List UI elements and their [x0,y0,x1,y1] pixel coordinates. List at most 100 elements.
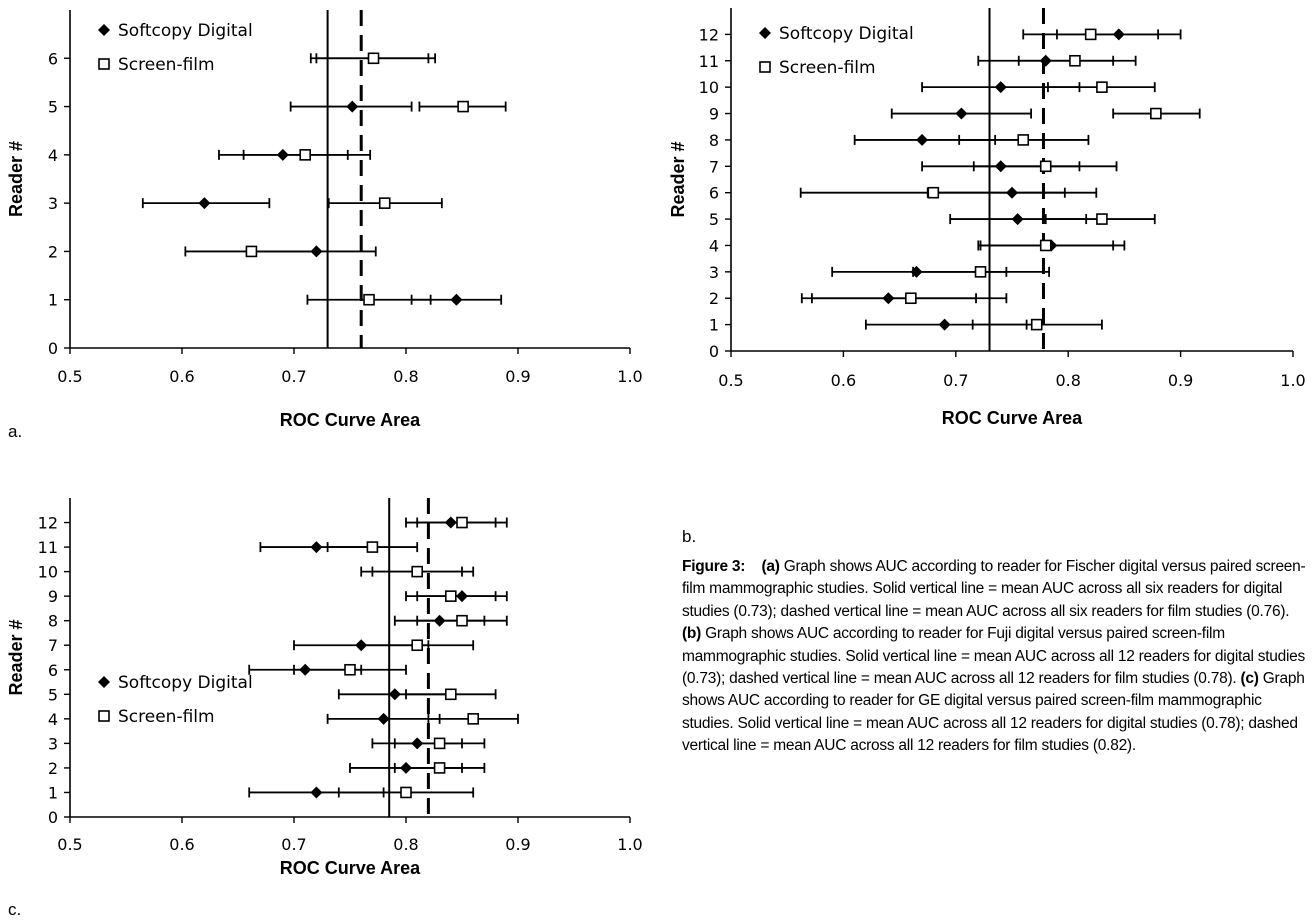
data-point-digital [198,197,211,210]
data-point-film [245,245,258,258]
y-tick-label: 9 [48,587,58,606]
legend-label-film: Screen-film [118,55,215,75]
data-point-film [456,516,468,529]
legend-label-film: Screen-film [779,58,876,78]
data-point-film [1084,28,1097,41]
legend-marker-digital [759,27,771,39]
caption-part-b-label: (b) [682,625,702,643]
y-tick-label: 9 [709,105,719,124]
data-point-film [1096,213,1108,225]
y-tick-label: 12 [699,25,719,44]
data-point-film [411,639,424,652]
caption-part-c-label: (c) [1240,670,1259,688]
legend-marker-film [759,61,771,73]
data-point-digital [310,786,323,799]
data-point-film [378,197,391,209]
legend-marker-film [98,58,110,70]
y-tick-label: 7 [48,636,58,655]
data-point-digital [377,712,390,725]
data-point-film [411,565,424,578]
x-tick-label: 0.7 [281,367,306,386]
data-point-film [456,614,468,627]
data-point-digital [916,133,929,146]
data-point-film [299,149,312,161]
y-tick-label: 5 [709,210,719,229]
caption-part-a-text: Graph shows AUC according to reader for … [682,558,1306,620]
data-point-film [366,541,379,553]
y-tick-label: 10 [699,78,719,97]
x-tick-label: 0.7 [281,835,306,854]
x-tick-label: 1.0 [1280,371,1305,390]
legend-label-digital: Softcopy Digital [118,673,253,693]
data-point-film [1030,318,1043,331]
data-point-digital [346,100,359,113]
y-tick-label: 11 [38,538,58,557]
figure-label: Figure 3: [682,558,746,575]
data-point-film [1017,134,1030,146]
x-tick-label: 0.8 [1055,371,1080,390]
x-tick-label: 1.0 [617,835,642,854]
legend-marker-film [98,710,110,722]
data-point-film [974,266,987,278]
x-tick-label: 0.6 [169,835,194,854]
x-axis-title: ROC Curve Area [280,410,421,430]
x-tick-label: 0.7 [943,371,968,390]
data-point-film [457,100,469,113]
data-point-film [1069,54,1081,67]
data-point-film [1096,81,1108,93]
data-point-film [1039,239,1052,252]
x-tick-label: 0.8 [393,835,418,854]
y-axis-title: Reader # [668,141,688,217]
x-tick-label: 0.6 [831,371,856,390]
y-tick-label: 2 [48,759,58,778]
caption-part-c-text: Graph shows AUC according to reader for … [682,670,1305,755]
y-tick-label: 4 [48,710,58,729]
y-tick-label: 1 [709,316,719,335]
y-tick-label: 6 [48,661,58,680]
y-axis-title: Reader # [6,141,26,217]
panel-label-c: c. [8,900,22,919]
data-point-film [433,762,446,774]
data-point-film [905,292,917,305]
data-point-film [1039,160,1052,173]
data-point-film [444,688,457,701]
y-tick-label: 5 [48,98,58,117]
data-point-film [1150,107,1162,120]
x-tick-label: 1.0 [617,367,642,386]
x-axis-title: ROC Curve Area [280,858,421,878]
y-tick-label: 4 [709,236,719,255]
x-tick-label: 0.5 [57,835,82,854]
y-tick-label: 5 [48,685,58,704]
y-tick-label: 2 [48,242,58,261]
legend-label-film: Screen-film [118,707,215,727]
legend-marker-digital [98,676,110,688]
y-tick-label: 6 [48,49,58,68]
legend-label-digital: Softcopy Digital [779,24,914,44]
y-axis-title: Reader # [6,619,26,695]
data-point-film [344,663,356,676]
chart-a: 0 1 2 3 4 5 6 0.5 0.6 0.7 0.8 0.9 1.0 ROC Curve Area R… [6,10,643,430]
data-point-film [467,713,480,725]
x-tick-label: 0.9 [505,835,530,854]
data-point-digital [994,81,1007,94]
data-point-digital [955,107,968,120]
x-tick-label: 0.5 [57,367,82,386]
y-tick-label: 3 [709,263,719,282]
y-tick-label: 1 [48,783,58,802]
y-tick-label: 8 [48,612,58,631]
caption-part-b-text: Graph shows AUC according to reader for … [682,625,1306,688]
panel-label-b: b. [682,527,697,546]
y-tick-label: 2 [709,289,719,308]
data-point-digital [938,318,951,331]
x-tick-label: 0.8 [393,367,418,386]
x-tick-label: 0.5 [718,371,743,390]
y-tick-label: 4 [48,146,58,165]
y-tick-label: 6 [709,184,719,203]
caption-part-a-label: (a) [761,558,780,575]
y-tick-label: 0 [48,808,58,827]
data-point-film [444,590,457,602]
x-tick-label: 0.6 [169,367,194,386]
data-point-digital [310,541,323,554]
